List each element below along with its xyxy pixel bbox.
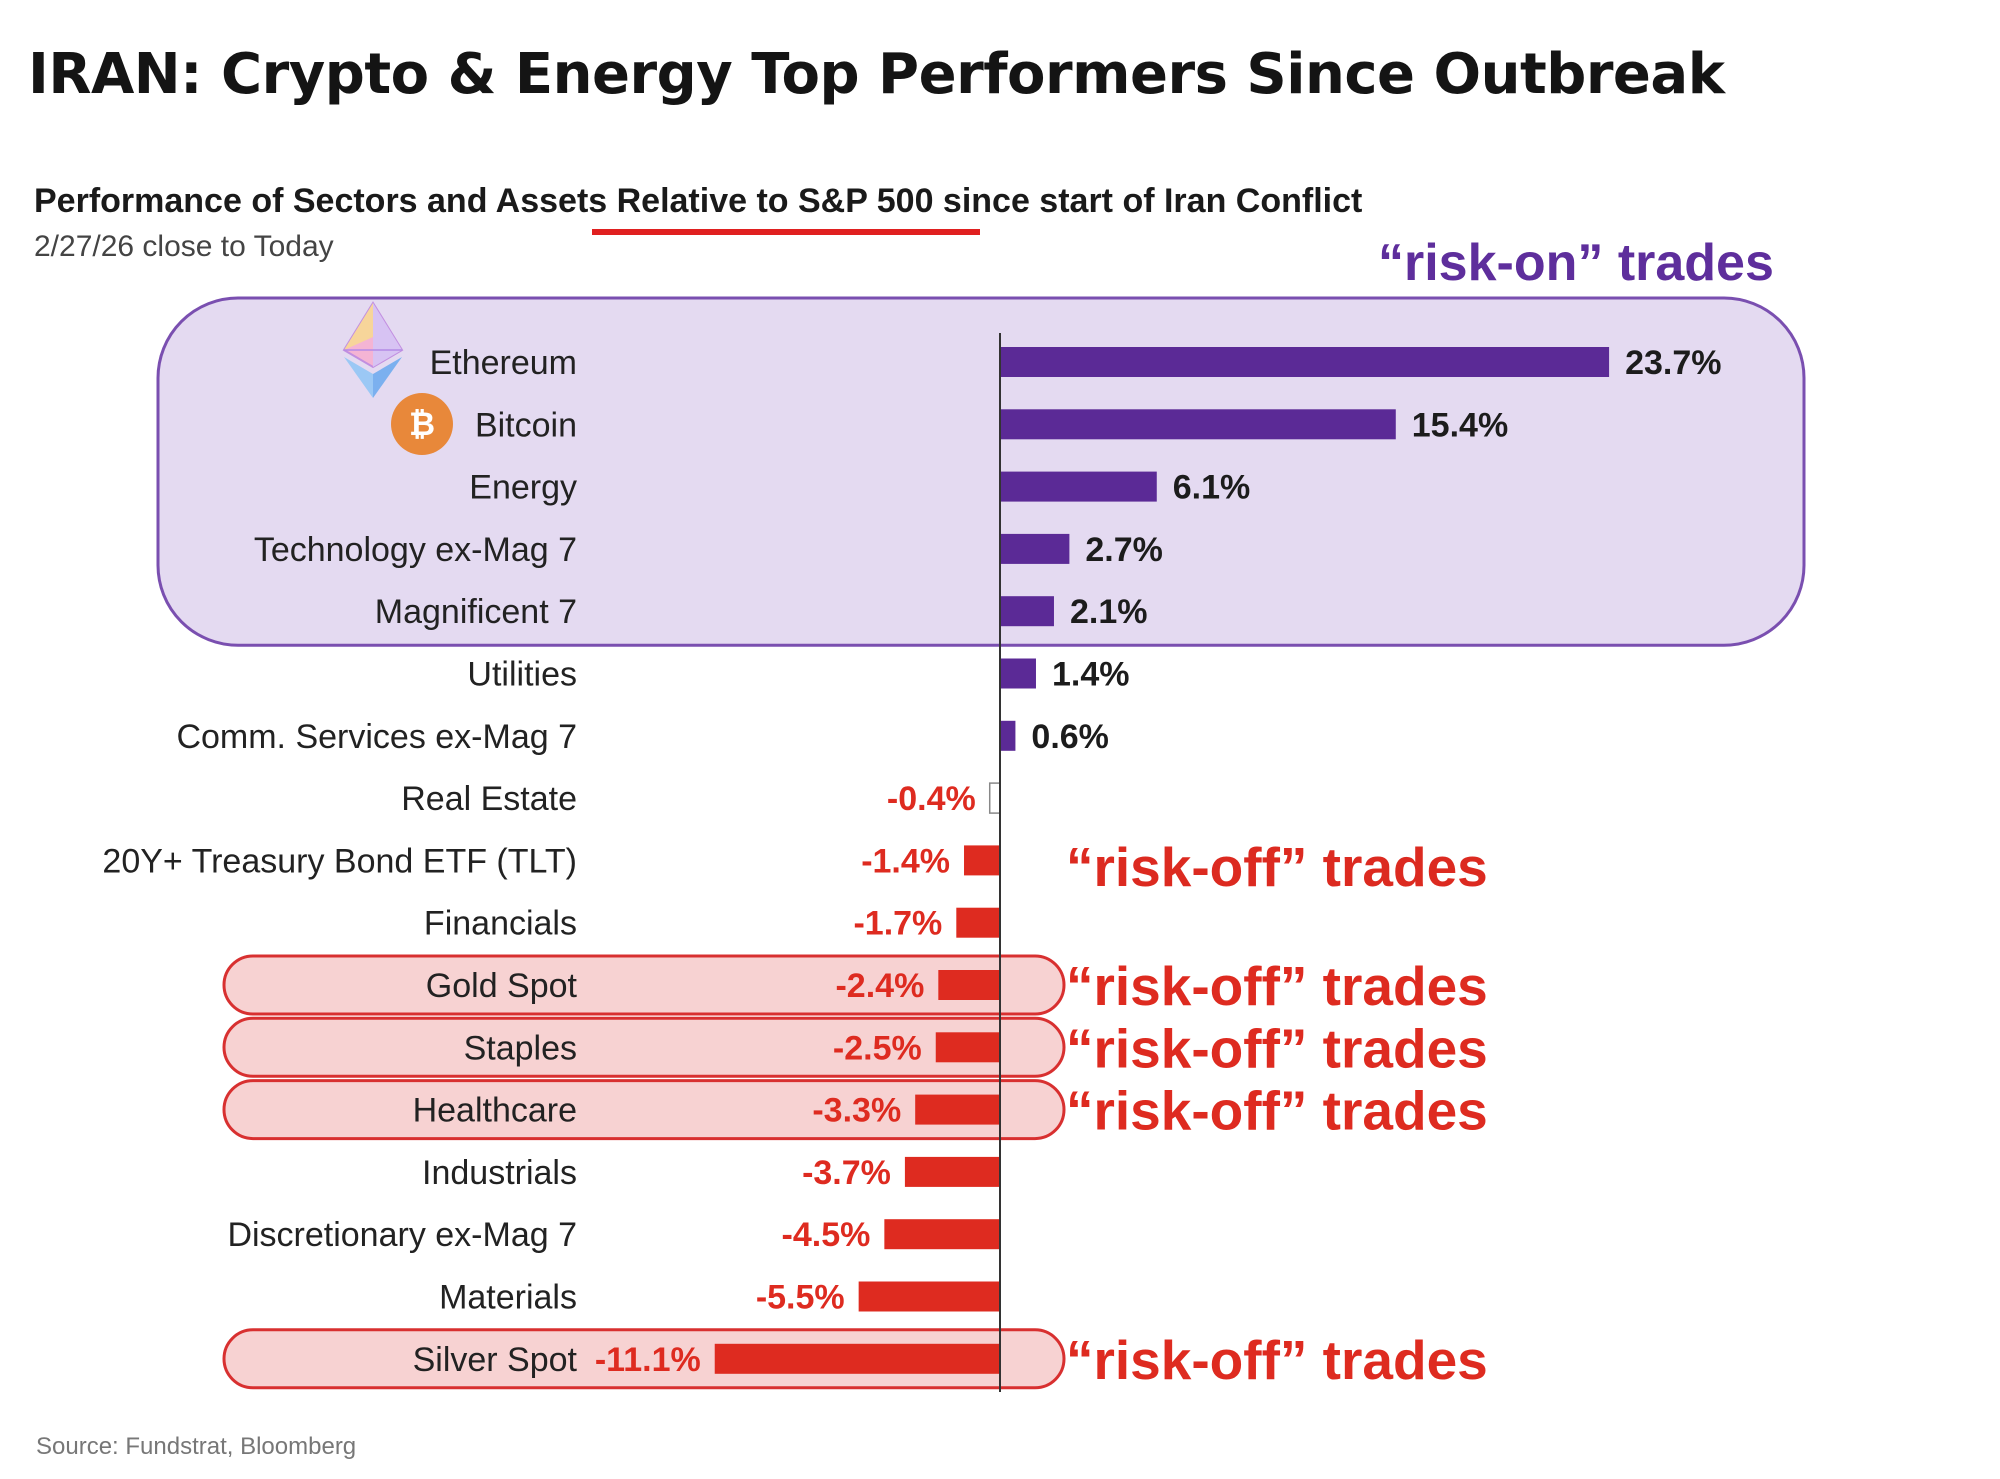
chart-subtitle: Performance of Sectors and Assets Relati… (34, 182, 1363, 220)
bar-silver-spot (714, 1343, 1000, 1374)
value-label-energy: 6.1% (1173, 469, 1251, 507)
value-label-healthcare: -3.3% (812, 1092, 901, 1130)
category-label-technology-ex-mag-7: Technology ex-Mag 7 (254, 531, 577, 569)
category-label-gold-spot: Gold Spot (426, 967, 578, 1005)
bar-layer (714, 347, 1610, 1374)
bar-20y-treasury-bond-etf-tlt (964, 845, 1000, 876)
category-label-healthcare: Healthcare (413, 1092, 577, 1130)
value-label-bitcoin: 15.4% (1412, 406, 1508, 444)
label-layer: “risk-off” trades“risk-off” trades“risk-… (102, 344, 1721, 1391)
category-label-20y-treasury-bond-etf-tlt: 20Y+ Treasury Bond ETF (TLT) (102, 842, 577, 880)
bar-utilities (1000, 658, 1036, 689)
ethereum-icon (342, 301, 404, 398)
category-label-silver-spot: Silver Spot (413, 1341, 578, 1379)
category-label-bitcoin: Bitcoin (475, 406, 577, 444)
bar-energy (1000, 471, 1157, 502)
value-label-magnificent-7: 2.1% (1070, 593, 1148, 631)
source-note: Source: Fundstrat, Bloomberg (36, 1433, 357, 1460)
subtitle-underline (592, 229, 980, 235)
category-label-materials: Materials (439, 1279, 577, 1317)
category-label-magnificent-7: Magnificent 7 (375, 593, 577, 631)
risk-off-label-staples: “risk-off” trades (1066, 1017, 1488, 1079)
category-label-staples: Staples (464, 1029, 577, 1067)
value-label-industrials: -3.7% (802, 1154, 891, 1192)
risk-off-label-silver-spot: “risk-off” trades (1066, 1329, 1488, 1391)
value-label-silver-spot: -11.1% (595, 1341, 701, 1379)
value-label-financials: -1.7% (853, 905, 942, 943)
bar-real-estate (988, 782, 1001, 814)
bar-financials (956, 907, 1000, 938)
value-label-comm-services-ex-mag-7: 0.6% (1031, 718, 1109, 756)
bar-technology-ex-mag-7 (1000, 533, 1070, 564)
bar-bitcoin (1000, 409, 1396, 440)
category-label-financials: Financials (424, 905, 577, 943)
value-label-gold-spot: -2.4% (835, 967, 924, 1005)
risk-off-highlight-gold-spot (222, 954, 1066, 1016)
date-range: 2/27/26 close to Today (34, 230, 334, 263)
value-label-utilities: 1.4% (1052, 656, 1130, 694)
value-label-20y-treasury-bond-etf-tlt: -1.4% (861, 842, 950, 880)
category-label-ethereum: Ethereum (430, 344, 577, 382)
category-label-industrials: Industrials (422, 1154, 577, 1192)
category-label-energy: Energy (469, 469, 577, 507)
risk-on-label: “risk-on” trades (1378, 234, 1774, 292)
bar-healthcare (915, 1094, 1000, 1125)
category-label-real-estate: Real Estate (401, 780, 577, 818)
bitcoin-icon: ₿ (391, 393, 453, 455)
value-label-ethereum: 23.7% (1625, 344, 1721, 382)
value-label-real-estate: -0.4% (887, 780, 976, 818)
category-label-discretionary-ex-mag-7: Discretionary ex-Mag 7 (227, 1216, 577, 1254)
risk-off-label-healthcare: “risk-off” trades (1066, 1080, 1488, 1142)
bitcoin-symbol: ₿ (409, 405, 435, 443)
bar-industrials (904, 1156, 1000, 1187)
category-label-comm-services-ex-mag-7: Comm. Services ex-Mag 7 (176, 718, 577, 756)
bar-comm-services-ex-mag-7 (1000, 720, 1016, 751)
value-label-technology-ex-mag-7: 2.7% (1085, 531, 1163, 569)
risk-off-label-gold-spot: “risk-off” trades (1066, 955, 1488, 1017)
value-label-discretionary-ex-mag-7: -4.5% (782, 1216, 871, 1254)
risk-off-highlight-healthcare (222, 1079, 1066, 1141)
bar-materials (858, 1281, 1000, 1312)
bar-gold-spot (938, 970, 1000, 1000)
page-title: IRAN: Crypto & Energy Top Performers Sin… (28, 42, 1725, 107)
category-label-utilities: Utilities (467, 656, 577, 694)
value-label-staples: -2.5% (833, 1029, 922, 1067)
value-label-materials: -5.5% (756, 1279, 845, 1317)
bar-magnificent-7 (1000, 596, 1054, 627)
risk-off-highlight-staples (222, 1016, 1066, 1078)
risk-on-highlight (156, 296, 1806, 647)
bar-discretionary-ex-mag-7 (884, 1219, 1000, 1250)
bar-staples (935, 1032, 1000, 1063)
risk-off-label-tlt: “risk-off” trades (1066, 836, 1488, 898)
bar-ethereum (1000, 347, 1610, 377)
